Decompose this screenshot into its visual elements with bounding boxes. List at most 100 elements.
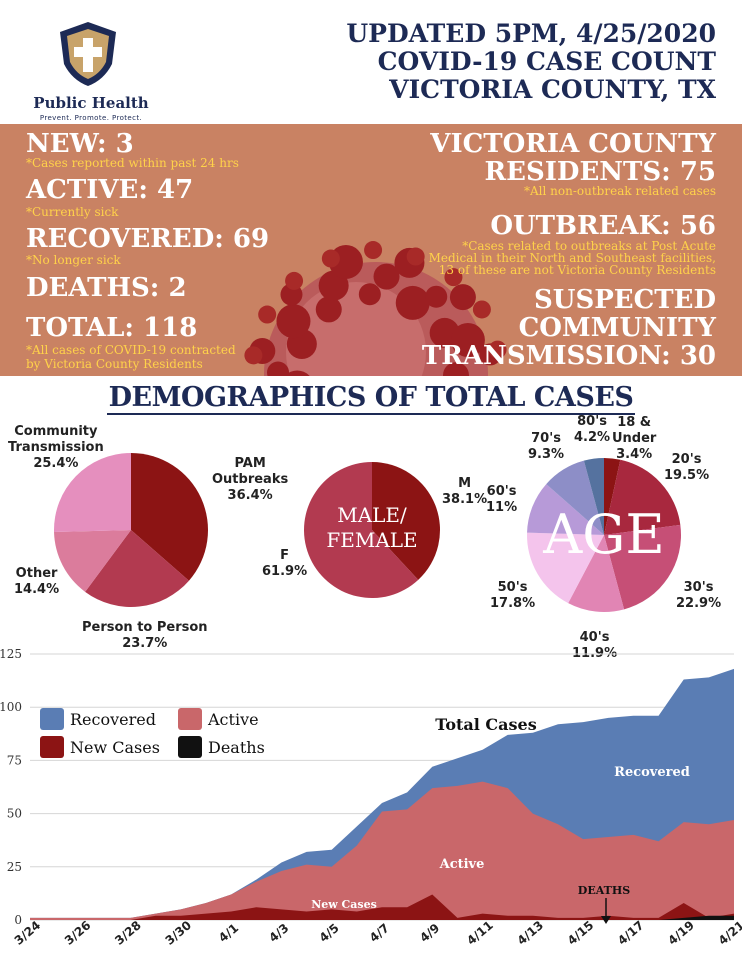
virus-spike <box>425 285 448 308</box>
age-pie-title: AGE <box>542 503 665 566</box>
pie-age-label-50s: 50's 17.8% <box>490 580 536 611</box>
legend-swatch <box>40 736 64 758</box>
virus-spike <box>285 271 304 290</box>
outbreak-note-1: *Cases related to outbreaks at Post Acut… <box>462 239 716 253</box>
virus-spike <box>276 304 311 339</box>
pie-age-label-20s: 20's 19.5% <box>664 452 710 483</box>
residents-note: *All non-outbreak related cases <box>524 184 716 198</box>
legend-label: Active <box>207 710 259 729</box>
x-tick-label: 4/11 <box>464 918 496 948</box>
recovered-annotation: Recovered <box>614 765 690 780</box>
deaths-annotation: DEATHS <box>578 884 630 897</box>
deaths-arrowhead <box>601 916 611 924</box>
community-stat-line1: SUSPECTED <box>534 285 716 315</box>
x-tick-label: 4/7 <box>367 921 392 945</box>
pie-source-label-person: Person to Person 23.7% <box>82 620 208 651</box>
virus-spike <box>488 340 507 359</box>
y-tick-label: 75 <box>7 753 22 767</box>
active-note: *Currently sick <box>26 205 119 219</box>
outbreak-stat: OUTBREAK: 56 <box>490 211 716 241</box>
new-stat: NEW: 3 <box>26 129 134 159</box>
virus-spike <box>258 305 277 324</box>
x-tick-label: 3/26 <box>62 918 94 948</box>
source-pie <box>54 453 208 607</box>
virus-spike <box>406 247 425 266</box>
demographics-title: DEMOGRAPHICS OF TOTAL CASES <box>106 382 636 415</box>
virus-spike <box>472 300 491 319</box>
residents-stat-line1: VICTORIA COUNTY <box>430 129 716 159</box>
virus-spike <box>373 263 400 290</box>
page-header: UPDATED 5PM, 4/25/2020 COVID-19 CASE COU… <box>346 20 716 104</box>
residents-stat-line2: RESIDENTS: 75 <box>484 157 716 187</box>
virus-spike <box>395 285 430 320</box>
x-tick-label: 4/15 <box>565 918 597 948</box>
legend-label: Deaths <box>208 738 265 757</box>
virus-spike <box>442 362 469 376</box>
pie-slice <box>604 459 681 535</box>
pie-source-label-community: Community Transmission 25.4% <box>8 424 104 471</box>
sex-pie-title-line-2: FEMALE <box>326 528 417 552</box>
logo-tagline: Prevent. Promote. Protect. <box>39 114 143 122</box>
sex-pie-title-line-1: MALE/ <box>337 503 407 527</box>
y-tick-label: 100 <box>0 700 22 714</box>
pie-age-label-30s: 30's 22.9% <box>676 580 722 611</box>
new-note: *Cases reported within past 24 hrs <box>26 156 239 170</box>
shield-cross-icon <box>60 22 116 86</box>
total-note-2: by Victoria County Residents <box>26 357 203 371</box>
virus-spike <box>450 322 485 357</box>
pie-sex-label-m: M 38.1% <box>442 476 488 507</box>
x-tick-label: 4/5 <box>317 921 342 945</box>
updated-line: UPDATED 5PM, 4/25/2020 <box>346 19 716 48</box>
y-tick-label: 125 <box>0 647 22 661</box>
active-area <box>30 781 734 920</box>
x-tick-label: 4/3 <box>266 921 291 945</box>
recovered-note: *No longer sick <box>26 253 121 267</box>
age-pie: AGE <box>527 458 681 612</box>
sex-pie: MALE/FEMALE <box>303 462 440 598</box>
pie-slice <box>568 535 625 612</box>
virus-icon <box>244 241 507 376</box>
community-stat-line2: COMMUNITY <box>518 313 716 343</box>
x-tick-label: 4/13 <box>515 918 547 948</box>
outbreak-note-3: 13 of these are not Victoria County Resi… <box>438 263 716 277</box>
virus-spike <box>321 249 340 268</box>
pie-source-label-other: Other 14.4% <box>14 566 60 597</box>
x-tick-label: 3/28 <box>112 918 144 948</box>
pie-slice <box>85 530 189 607</box>
virus-spike <box>449 284 476 311</box>
demographics-pies: MALE/FEMALE AGE <box>54 453 681 612</box>
pie-age-label-60s: 60's 11% <box>486 484 518 515</box>
pie-slice <box>303 462 419 598</box>
active-stat: ACTIVE: 47 <box>26 175 194 205</box>
title-line: COVID-19 CASE COUNT <box>377 47 716 76</box>
virus-spike <box>358 283 381 306</box>
virus-spike <box>284 370 310 376</box>
pie-age-label-18-under: 18 & Under 3.4% <box>612 415 657 462</box>
logo-brand: Public Health <box>33 94 149 112</box>
community-stat-line3: TRANSMISSION: 30 <box>421 341 716 371</box>
active-annotation: Active <box>439 857 485 872</box>
recovered-stat: RECOVERED: 69 <box>26 224 270 254</box>
total-cases-annotation: Total Cases <box>435 715 536 734</box>
x-tick-label: 4/17 <box>615 918 647 948</box>
legend-swatch <box>178 736 202 758</box>
stats-band: NEW: 3 *Cases reported within past 24 hr… <box>0 124 742 376</box>
total-note: *All cases of COVID-19 contracted <box>26 343 236 357</box>
virus-spike <box>244 346 263 365</box>
new-cases-annotation: New Cases <box>311 898 377 911</box>
outbreak-note-2: Medical in their North and Southeast fac… <box>428 251 716 265</box>
virus-spike <box>267 361 290 376</box>
pie-slice <box>583 458 604 535</box>
pie-source-label-pam: PAM Outbreaks 36.4% <box>212 456 289 503</box>
x-tick-label: 4/19 <box>665 918 697 948</box>
x-tick-label: 3/30 <box>163 918 195 948</box>
total-stat: TOTAL: 118 <box>26 313 198 343</box>
location-line: VICTORIA COUNTY, TX <box>389 75 716 104</box>
y-tick-label: 25 <box>7 860 22 874</box>
pie-sex-label-f: F 61.9% <box>262 548 308 579</box>
pie-slice <box>372 462 440 580</box>
pie-age-label-70s: 70's 9.3% <box>528 431 565 462</box>
pie-slice <box>527 532 604 604</box>
y-tick-label: 50 <box>7 807 22 821</box>
